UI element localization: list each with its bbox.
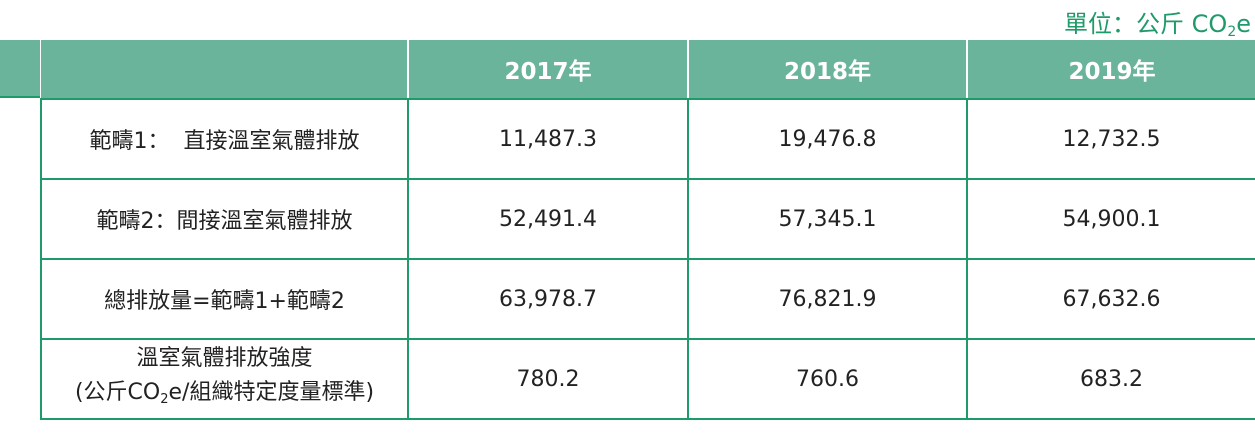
table-cell: 52,491.4 (407, 178, 689, 260)
row-label-intensity: 溫室氣體排放強度 (公斤CO2e/組織特定度量標準) (40, 338, 409, 420)
header-row: 2017年 2018年 2019年 (41, 40, 1255, 100)
table-cell: 57,345.1 (687, 178, 968, 260)
intensity-unit-suffix: e/組織特定度量標準) (168, 379, 375, 405)
row-label-total: 總排放量=範疇1+範疇2 (40, 258, 409, 340)
table-cell: 54,900.1 (966, 178, 1255, 260)
table-cell: 683.2 (966, 338, 1255, 420)
intensity-unit-subscript: 2 (160, 391, 169, 407)
intensity-label-line1: 溫室氣體排放強度 (136, 345, 313, 371)
table-cell: 11,487.3 (407, 98, 689, 180)
table-cell: 12,732.5 (966, 98, 1255, 180)
emissions-table: 2017年 2018年 2019年 範疇1： 直接溫室氣體排放 11,487.3… (40, 40, 1255, 420)
header-corner (41, 40, 409, 100)
unit-label: 單位：公斤 CO2e (1064, 4, 1251, 40)
intensity-unit-prefix: (公斤CO (74, 379, 161, 405)
header-year-2019: 2019年 (967, 40, 1255, 100)
row-label-scope1: 範疇1： 直接溫室氣體排放 (40, 98, 409, 180)
header-left-extension (0, 40, 40, 98)
table-cell: 67,632.6 (966, 258, 1255, 340)
header-year-2017: 2017年 (408, 40, 689, 100)
header-year-2018: 2018年 (688, 40, 968, 100)
table-row: 範疇2：間接溫室氣體排放 52,491.4 57,345.1 54,900.1 (40, 178, 1255, 260)
table-row: 總排放量=範疇1+範疇2 63,978.7 76,821.9 67,632.6 (40, 258, 1255, 340)
table-cell: 760.6 (687, 338, 968, 420)
unit-suffix: e (1236, 10, 1251, 38)
emissions-table-wrapper: 2017年 2018年 2019年 範疇1： 直接溫室氣體排放 11,487.3… (0, 40, 1255, 445)
table-cell: 63,978.7 (407, 258, 689, 340)
table-row: 溫室氣體排放強度 (公斤CO2e/組織特定度量標準) 780.2 760.6 6… (40, 338, 1255, 420)
unit-prefix: 單位：公斤 CO (1064, 10, 1228, 38)
table-cell: 19,476.8 (687, 98, 968, 180)
unit-subscript: 2 (1227, 24, 1237, 40)
table-cell: 780.2 (407, 338, 689, 420)
row-label-scope2: 範疇2：間接溫室氣體排放 (40, 178, 409, 260)
intensity-label-line2: (公斤CO2e/組織特定度量標準) (42, 376, 407, 417)
table-cell: 76,821.9 (687, 258, 968, 340)
table-row: 範疇1： 直接溫室氣體排放 11,487.3 19,476.8 12,732.5 (40, 98, 1255, 180)
